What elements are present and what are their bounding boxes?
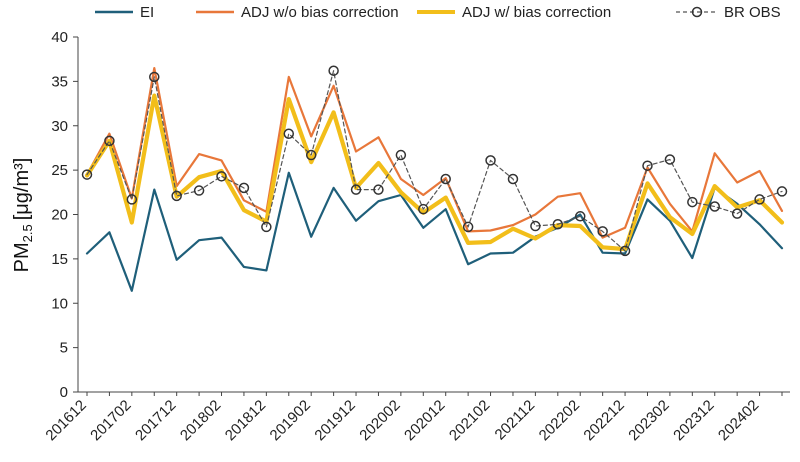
data-point-br-obs xyxy=(687,196,698,208)
data-point-br-obs xyxy=(261,221,272,233)
axes xyxy=(77,37,790,393)
y-tick-label: 25 xyxy=(51,162,68,179)
data-point-br-obs xyxy=(619,245,631,257)
data-point-br-obs xyxy=(126,194,138,205)
data-point-br-obs xyxy=(238,182,250,194)
x-tick-label: 202112 xyxy=(492,397,539,444)
x-ticks: 2016122017022017122018022018122019022019… xyxy=(42,392,783,444)
data-point-br-obs xyxy=(507,173,519,185)
data-point-br-obs xyxy=(171,190,182,202)
data-point-br-obs xyxy=(81,169,93,180)
x-tick-label: 201902 xyxy=(267,397,314,444)
data-point-br-obs xyxy=(574,211,586,222)
x-tick-label: 202312 xyxy=(670,397,717,444)
legend-label-adj-wo: ADJ w/o bias correction xyxy=(241,4,399,21)
y-axis-label-unit: [μg/m³] xyxy=(11,158,33,221)
data-point-br-obs xyxy=(395,149,407,161)
data-point-br-obs xyxy=(373,184,384,195)
x-tick-label: 201802 xyxy=(177,397,224,444)
x-tick-label: 201702 xyxy=(87,397,134,444)
x-tick-label: 201712 xyxy=(132,397,179,444)
x-tick-label: 201812 xyxy=(222,397,269,444)
y-axis-label-main: PM xyxy=(11,242,33,272)
y-tick-label: 0 xyxy=(60,384,68,401)
data-point-br-obs xyxy=(216,171,227,182)
data-point-br-obs xyxy=(305,149,317,161)
x-tick-label: 201912 xyxy=(311,397,358,444)
x-tick-label: 202302 xyxy=(625,397,672,444)
data-point-br-obs xyxy=(485,155,496,166)
data-point-br-obs xyxy=(776,186,788,197)
x-tick-label: 202402 xyxy=(715,397,762,444)
series-line-ei xyxy=(85,171,784,292)
data-point-br-obs xyxy=(350,184,362,195)
y-axis-label-sub: 2.5 xyxy=(20,224,35,242)
legend-label-adj-w: ADJ w/ bias correction xyxy=(462,4,611,21)
x-tick-label: 202102 xyxy=(446,397,493,444)
legend-label-br-obs: BR OBS xyxy=(724,4,781,21)
y-tick-label: 35 xyxy=(51,73,68,90)
y-tick-label: 15 xyxy=(51,251,68,268)
data-point-br-obs xyxy=(418,203,429,215)
data-point-br-obs xyxy=(193,185,205,196)
x-tick-label: 202002 xyxy=(356,397,403,444)
y-axis-label: PM2.5 [μg/m³] xyxy=(11,158,35,273)
x-tick-label: 202012 xyxy=(401,397,448,444)
data-point-br-obs xyxy=(104,135,115,147)
data-point-br-obs xyxy=(642,160,653,171)
data-point-br-obs xyxy=(149,71,160,83)
data-point-br-obs xyxy=(664,154,676,165)
data-point-br-obs xyxy=(754,194,765,205)
data-point-br-obs xyxy=(462,221,474,233)
data-point-br-obs xyxy=(731,208,743,219)
y-tick-label: 5 xyxy=(60,340,68,357)
legend-marker-br-obs xyxy=(691,6,703,18)
y-ticks: 0 5 10 15 20 25 30 35 40 xyxy=(51,29,78,401)
series-line-adj-w-bias xyxy=(84,93,785,252)
series-line-adj-wo-bias xyxy=(85,66,784,239)
data-point-br-obs xyxy=(283,128,295,139)
data-point-br-obs xyxy=(552,219,564,230)
legend-label-ei: EI xyxy=(140,4,154,21)
x-tick-label: 202212 xyxy=(580,397,627,444)
series-lines xyxy=(81,65,788,292)
x-tick-label: 201612 xyxy=(42,397,89,444)
y-tick-label: 20 xyxy=(51,207,68,224)
chart-legend: EI ADJ w/o bias correction ADJ w/ bias c… xyxy=(95,4,781,21)
data-point-br-obs xyxy=(709,201,720,212)
y-tick-label: 10 xyxy=(51,295,68,312)
data-point-br-obs xyxy=(597,226,608,237)
y-tick-label: 40 xyxy=(51,29,68,46)
x-tick-label: 202202 xyxy=(536,397,583,444)
data-point-br-obs xyxy=(440,173,451,185)
data-point-br-obs xyxy=(328,65,339,76)
y-tick-label: 30 xyxy=(51,118,68,135)
data-point-br-obs xyxy=(530,220,541,232)
